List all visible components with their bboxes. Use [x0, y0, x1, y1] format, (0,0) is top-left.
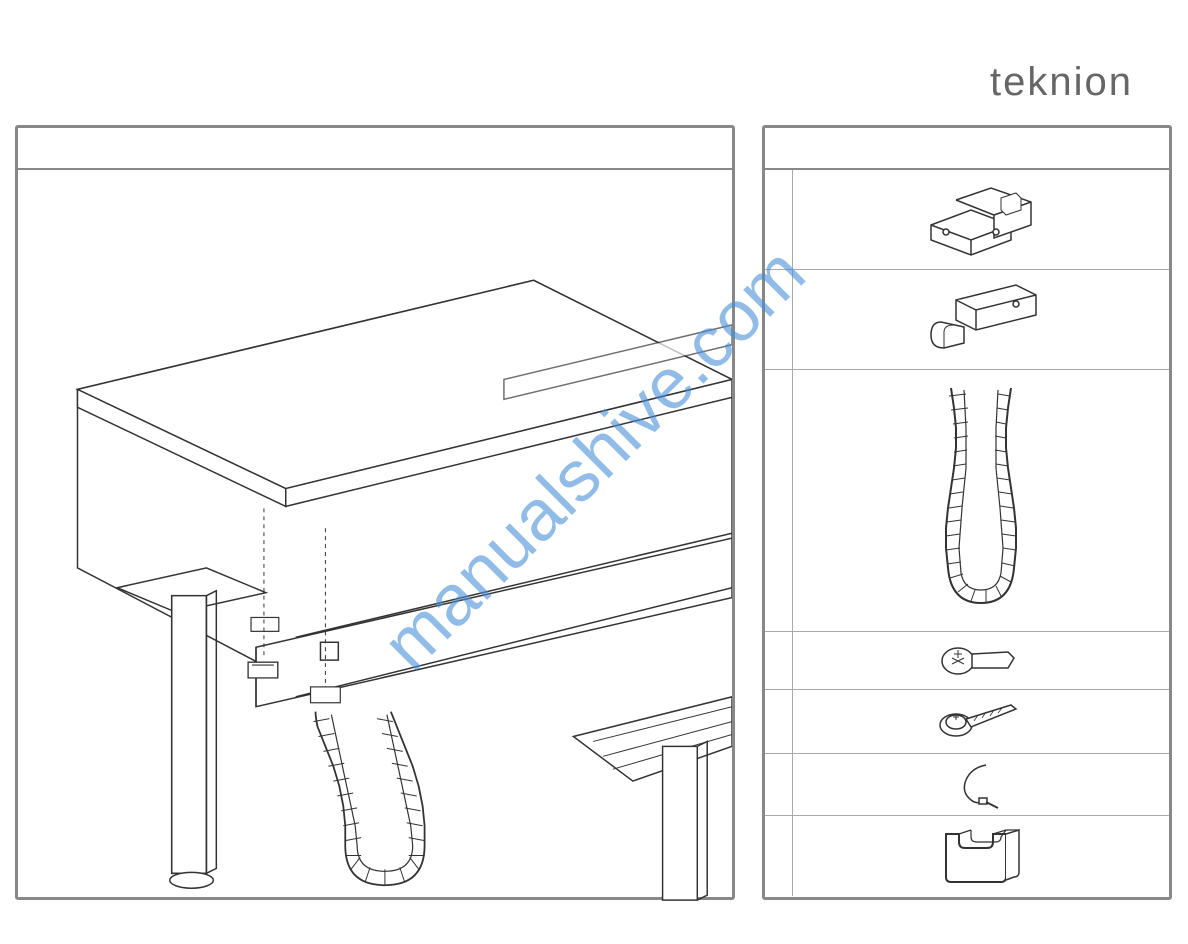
part-row-bracket-clip [765, 270, 1169, 370]
part-row-screw-wood [765, 690, 1169, 754]
brand-logo: teknion [990, 60, 1133, 105]
part-row-screw-machine [765, 632, 1169, 690]
part-cable-chain-icon [906, 378, 1056, 623]
part-id-cell [765, 816, 793, 896]
part-row-cable-chain [765, 370, 1169, 632]
part-id-cell [765, 270, 793, 369]
part-id-cell [765, 370, 793, 631]
part-id-cell [765, 170, 793, 269]
part-bracket-clip-icon [916, 280, 1046, 360]
part-screw-wood-icon [936, 697, 1026, 747]
parts-list-panel [762, 125, 1172, 900]
main-diagram-panel [15, 125, 735, 900]
part-cable-tie-icon [946, 760, 1016, 810]
part-row-u-bracket [765, 816, 1169, 896]
desk-assembly-diagram [18, 170, 732, 939]
part-id-cell [765, 754, 793, 815]
part-id-cell [765, 690, 793, 753]
part-row-cable-tie [765, 754, 1169, 816]
part-u-bracket-icon [931, 822, 1031, 890]
part-screw-machine-icon [936, 640, 1026, 682]
main-panel-header [18, 128, 732, 170]
part-bracket-top-icon [916, 180, 1046, 260]
part-id-cell [765, 632, 793, 689]
side-panel-header [765, 128, 1169, 170]
part-row-bracket-top [765, 170, 1169, 270]
